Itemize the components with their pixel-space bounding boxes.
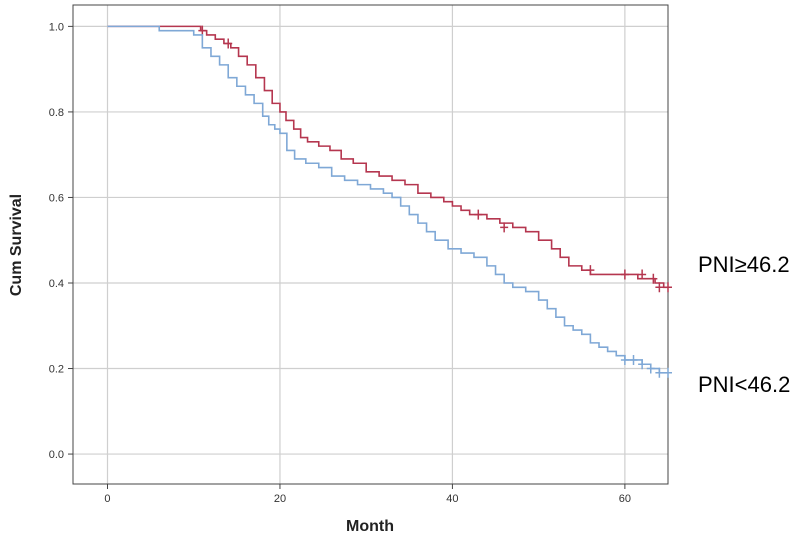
- censor-mark: [664, 282, 672, 293]
- y-tick-label: 1.0: [49, 21, 64, 33]
- censor-mark: [620, 354, 629, 365]
- censor-mark: [664, 367, 672, 378]
- y-axis-title: Cum Survival: [8, 194, 25, 296]
- series-label-pni-low: PNI<46.2: [698, 372, 790, 397]
- censor-mark: [649, 273, 658, 284]
- y-tick-label: 0.2: [49, 364, 64, 376]
- censor-mark: [629, 354, 638, 365]
- survival-curve-0: [107, 25, 668, 289]
- x-tick-label: 60: [619, 493, 631, 505]
- censor-mark: [638, 269, 647, 280]
- x-tick-label: 40: [446, 493, 458, 505]
- x-tick-label: 0: [104, 493, 110, 505]
- grid-lines: [73, 5, 668, 484]
- censor-mark: [474, 209, 483, 220]
- censor-mark: [586, 265, 595, 276]
- y-tick-label: 0.8: [49, 107, 64, 119]
- y-tick-label: 0.0: [49, 449, 64, 461]
- y-tick-label: 0.4: [49, 278, 64, 290]
- plot-frame: [72, 4, 669, 485]
- censor-mark: [198, 25, 207, 36]
- survival-curve-1: [107, 25, 668, 374]
- censor-mark: [224, 38, 233, 49]
- censor-mark: [500, 222, 509, 233]
- series-layer: [107, 25, 672, 378]
- tick-labels: 0 20 40 60 0.0 0.2 0.4 0.6 0.8 1.0: [49, 21, 631, 505]
- censor-mark: [646, 363, 655, 374]
- series-label-pni-high: PNI≥46.2: [698, 252, 790, 277]
- censor-mark: [655, 367, 664, 378]
- x-axis-title: Month: [346, 518, 394, 535]
- y-tick-label: 0.6: [49, 192, 64, 204]
- x-tick-label: 20: [274, 493, 286, 505]
- censor-mark: [620, 269, 629, 280]
- censor-mark: [655, 282, 664, 293]
- censor-mark: [638, 359, 647, 370]
